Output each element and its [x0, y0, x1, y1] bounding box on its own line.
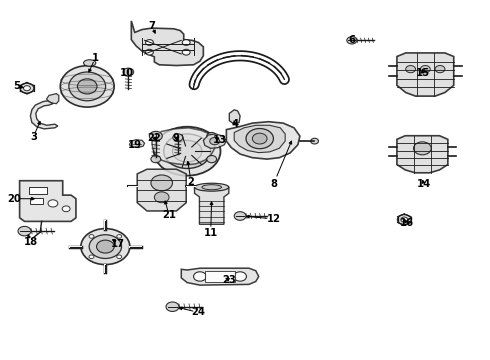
Circle shape: [397, 215, 411, 225]
Circle shape: [246, 129, 273, 149]
Circle shape: [123, 68, 134, 76]
Circle shape: [347, 37, 357, 44]
Polygon shape: [30, 101, 58, 129]
Circle shape: [24, 86, 30, 91]
Circle shape: [435, 66, 445, 73]
Circle shape: [62, 206, 70, 212]
Circle shape: [151, 175, 172, 191]
Text: 9: 9: [173, 132, 180, 143]
Text: 8: 8: [270, 179, 277, 189]
Circle shape: [151, 156, 161, 163]
Circle shape: [146, 40, 153, 45]
Circle shape: [173, 134, 183, 141]
Text: 20: 20: [7, 194, 21, 204]
Polygon shape: [229, 110, 240, 124]
Circle shape: [311, 138, 319, 144]
Circle shape: [207, 156, 217, 163]
Polygon shape: [131, 21, 203, 66]
Text: 21: 21: [162, 210, 176, 220]
Ellipse shape: [83, 60, 96, 66]
Circle shape: [154, 192, 169, 203]
Bar: [29, 187, 47, 194]
Circle shape: [210, 138, 220, 145]
Circle shape: [252, 133, 267, 144]
Circle shape: [154, 127, 220, 176]
Ellipse shape: [60, 66, 114, 107]
Bar: [30, 198, 43, 204]
Text: 4: 4: [232, 119, 239, 129]
Circle shape: [166, 302, 179, 311]
Bar: [205, 271, 235, 282]
Polygon shape: [137, 169, 186, 211]
Text: 15: 15: [416, 68, 429, 78]
Polygon shape: [129, 140, 145, 148]
Circle shape: [97, 240, 114, 253]
Circle shape: [182, 40, 190, 45]
Circle shape: [146, 49, 153, 55]
Text: 22: 22: [147, 132, 161, 143]
Polygon shape: [181, 268, 259, 285]
Polygon shape: [397, 53, 454, 96]
Circle shape: [194, 272, 206, 281]
Polygon shape: [152, 128, 215, 165]
Ellipse shape: [69, 72, 106, 101]
Text: 16: 16: [400, 218, 414, 228]
Text: 11: 11: [203, 228, 218, 238]
Circle shape: [414, 142, 431, 155]
Circle shape: [401, 217, 408, 222]
Circle shape: [117, 255, 122, 258]
Text: 18: 18: [24, 237, 37, 247]
Text: 12: 12: [267, 214, 280, 224]
Circle shape: [207, 132, 217, 140]
Polygon shape: [226, 122, 300, 159]
Circle shape: [234, 212, 246, 220]
Circle shape: [48, 200, 58, 207]
Ellipse shape: [77, 79, 97, 94]
Text: 2: 2: [188, 177, 195, 187]
Circle shape: [89, 235, 94, 238]
Text: 1: 1: [92, 53, 99, 63]
Polygon shape: [20, 181, 76, 221]
Circle shape: [20, 83, 34, 93]
Polygon shape: [195, 187, 229, 224]
Polygon shape: [234, 125, 285, 153]
Circle shape: [182, 49, 190, 55]
Circle shape: [406, 66, 416, 73]
Text: 19: 19: [128, 140, 142, 150]
Circle shape: [149, 131, 162, 141]
Text: 7: 7: [148, 21, 155, 31]
Text: 17: 17: [111, 239, 124, 249]
Text: 6: 6: [348, 35, 355, 45]
Ellipse shape: [195, 183, 229, 191]
Text: 3: 3: [30, 132, 37, 142]
Polygon shape: [47, 94, 59, 104]
Text: 5: 5: [14, 81, 21, 91]
Text: 23: 23: [222, 275, 236, 285]
Text: 10: 10: [120, 68, 133, 78]
Text: 14: 14: [416, 179, 431, 189]
Polygon shape: [397, 136, 448, 173]
Text: 13: 13: [213, 135, 226, 145]
Circle shape: [420, 66, 430, 73]
Polygon shape: [203, 134, 226, 148]
Circle shape: [81, 229, 130, 265]
Circle shape: [117, 235, 122, 238]
Circle shape: [89, 255, 94, 258]
Ellipse shape: [202, 185, 221, 190]
Circle shape: [164, 134, 211, 168]
Circle shape: [89, 235, 122, 258]
Text: 24: 24: [192, 307, 205, 318]
Circle shape: [234, 272, 246, 281]
Circle shape: [151, 132, 161, 140]
Circle shape: [18, 226, 31, 236]
Circle shape: [172, 140, 202, 162]
